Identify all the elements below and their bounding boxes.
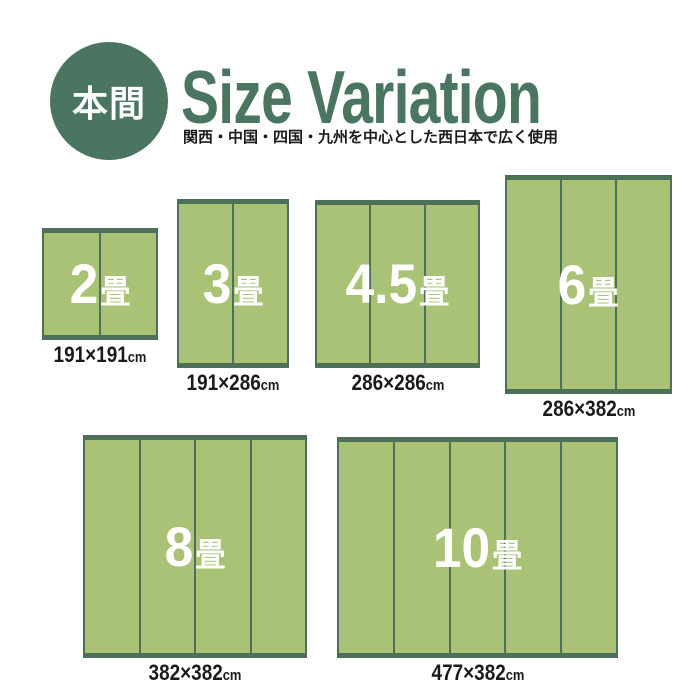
tatami-panel — [369, 205, 423, 363]
tatami-panel — [99, 233, 156, 335]
dimension-unit: cm — [222, 667, 242, 684]
dimension-label: 382×382cm — [83, 662, 307, 684]
tatami-panel — [448, 442, 505, 653]
size-unit: 畳 — [233, 272, 264, 310]
mat-3jo: 3 畳 — [177, 199, 289, 368]
mat-4-5jo: 4.5 畳 — [315, 200, 480, 368]
size-unit: 畳 — [419, 273, 450, 310]
dimension-value: 286×382 — [542, 396, 617, 421]
mat-10jo: 10 畳 — [337, 437, 618, 658]
dimension-value: 382×382 — [148, 660, 223, 685]
mat-6jo: 6 畳 — [505, 175, 672, 394]
page-title: Size Variation — [181, 55, 542, 139]
tatami-panel — [232, 204, 287, 363]
tatami-panel — [138, 440, 195, 653]
mat-size-label: 2 畳 — [44, 233, 156, 335]
dimension-unit: cm — [260, 377, 280, 394]
tatami-panel — [504, 442, 560, 653]
dimension-value: 191×191 — [53, 342, 128, 367]
size-count: 10 — [432, 515, 491, 579]
tatami-panel — [392, 442, 449, 653]
badge-label: 本間 — [71, 83, 146, 124]
tatami-panel — [615, 180, 670, 389]
mat-2jo: 2 畳 — [42, 228, 158, 340]
size-count: 8 — [164, 514, 194, 578]
dimension-unit: cm — [616, 403, 635, 420]
size-count: 6 — [558, 252, 587, 316]
dimension-label: 191×191cm — [42, 344, 158, 366]
tatami-panel — [560, 180, 615, 389]
mat-8jo: 8 畳 — [83, 435, 307, 658]
dimension-label: 286×286cm — [315, 372, 480, 394]
dimension-label: 286×382cm — [505, 398, 672, 420]
tatami-panel — [249, 440, 306, 653]
mat-size-label: 8 畳 — [85, 440, 305, 653]
dimension-value: 286×286 — [351, 370, 426, 395]
tatami-panel — [560, 442, 616, 653]
size-count: 4.5 — [345, 252, 418, 315]
size-unit: 畳 — [491, 536, 523, 574]
size-count: 2 — [69, 252, 99, 315]
mat-size-label: 10 畳 — [339, 442, 616, 653]
size-unit: 畳 — [100, 273, 131, 310]
dimension-unit: cm — [425, 377, 444, 394]
dimension-unit: cm — [505, 667, 524, 684]
homma-badge: 本間 — [50, 42, 168, 160]
dimension-label: 477×382cm — [337, 662, 618, 684]
dimension-value: 191×286 — [186, 370, 261, 395]
size-count: 3 — [202, 251, 232, 315]
page-subtitle: 関西・中国・四国・九州を中心とした西日本で広く使用 — [183, 129, 559, 146]
mat-size-label: 3 畳 — [179, 204, 287, 363]
dimension-unit: cm — [127, 349, 147, 366]
dimension-label: 191×286cm — [177, 372, 289, 394]
tatami-panel — [194, 440, 250, 653]
mat-size-label: 4.5 畳 — [317, 205, 478, 363]
size-unit: 畳 — [195, 535, 226, 573]
tatami-panel — [423, 205, 478, 363]
size-unit: 畳 — [588, 273, 619, 311]
mat-size-label: 6 畳 — [507, 180, 670, 389]
dimension-value: 477×382 — [431, 660, 506, 685]
